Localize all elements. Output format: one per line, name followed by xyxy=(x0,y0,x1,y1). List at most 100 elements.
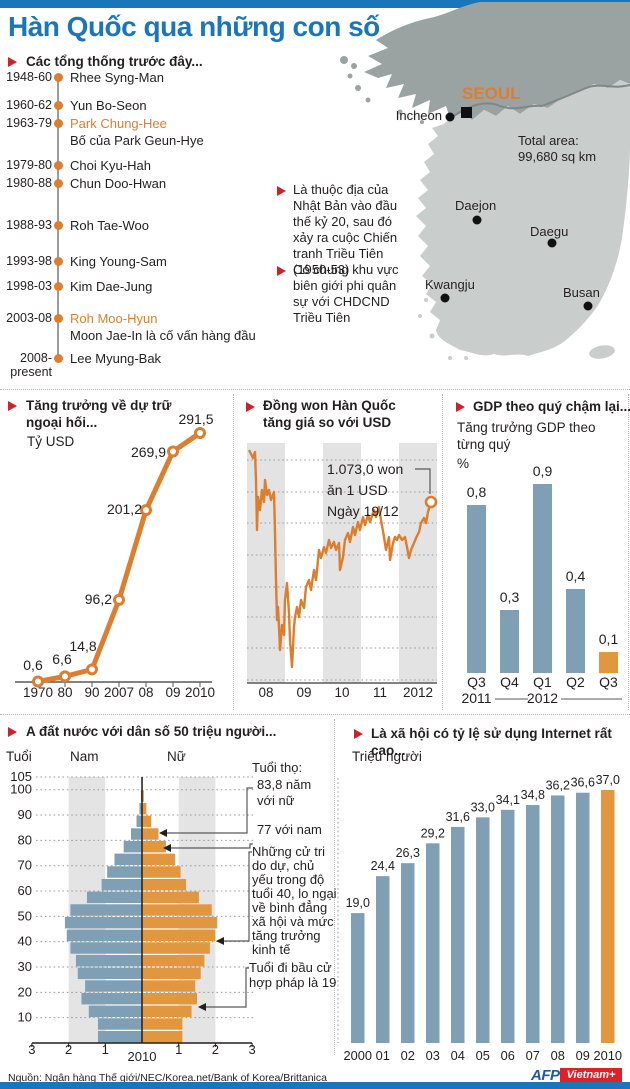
island xyxy=(347,73,353,79)
pyramid-bar-male xyxy=(88,1005,142,1018)
age-tick-label: 30 xyxy=(18,959,32,974)
fact-bullet-icon xyxy=(277,186,286,196)
pyramid-bar-male xyxy=(139,802,142,815)
annotation-connector xyxy=(415,468,431,494)
x-tick-label: 08 xyxy=(138,685,153,700)
pyramid-bar-male xyxy=(136,815,142,828)
president-years: 2003-08 xyxy=(6,311,52,325)
fact-bullet-icon xyxy=(277,266,286,276)
president-note: Bố của Park Geun-Hye xyxy=(70,133,204,148)
x-tick-label: 02 xyxy=(401,1048,415,1063)
president-name: Rhee Syng-Man xyxy=(70,70,164,85)
x-tick-label: Q4 xyxy=(500,674,519,690)
city-dot-icon xyxy=(472,215,482,225)
voting-age-annotation: Tuổi đi bầu cử hợp pháp là 19 xyxy=(249,960,337,990)
dmz-border-line xyxy=(447,84,630,121)
map-fact-1: Là thuộc địa của Nhật Bản vào đầu thế kỷ… xyxy=(293,182,398,277)
value-label: 34,8 xyxy=(521,788,545,802)
south-korea-shape xyxy=(416,80,630,356)
value-label: 19,0 xyxy=(346,896,370,910)
president-name: Choi Kyu-Hah xyxy=(70,158,151,173)
pyramid-bar-female xyxy=(142,853,176,866)
x-tick-label: 04 xyxy=(451,1048,465,1063)
divider xyxy=(233,394,234,710)
x-tick-label: 01 xyxy=(376,1048,390,1063)
pyramid-bar-female xyxy=(142,1005,192,1018)
internet-bar xyxy=(376,876,390,1043)
pyramid-bar-male xyxy=(101,878,142,891)
x-tick-label: Q3 xyxy=(599,674,618,690)
section-bullet-icon xyxy=(8,727,17,737)
x-tick-label: 2007 xyxy=(104,685,134,700)
pyramid-bar-female xyxy=(142,815,152,828)
reserves-line-chart: 1970 80 90 2007 08 09 2010 0,6 6,614,8 96,2 201,2 2… xyxy=(15,411,215,700)
life-expectancy-title: Tuổi thọ: xyxy=(252,760,303,775)
president-name: Roh Tae-Woo xyxy=(70,218,150,233)
x-tick-label: 1970 xyxy=(23,685,53,700)
island xyxy=(418,314,422,318)
arrowhead-icon xyxy=(163,844,171,852)
divider xyxy=(628,394,629,710)
city-dot-icon xyxy=(445,112,455,122)
life-expectancy-female: 83,8 năm với nữ xyxy=(257,777,312,808)
age-tick-label: 50 xyxy=(18,908,32,923)
age-tick-label: 105 xyxy=(10,769,32,784)
pyramid-year-label: 2010 xyxy=(128,1049,157,1064)
won-annotation-line2: ăn 1 USD xyxy=(327,482,388,498)
data-point xyxy=(167,445,179,458)
pyramid-bar-male xyxy=(77,967,142,980)
pyramid-bar-female xyxy=(142,904,212,916)
internet-bar-chart: 19,0 2000 24,4 01 26,3 02 29,2 03 31,6 04 33,0 05 34… xyxy=(337,773,622,1063)
president-years: 1963-79 xyxy=(6,116,52,130)
internet-unit: Triệu người xyxy=(352,749,422,764)
korea-map-svg xyxy=(340,2,630,360)
internet-bar xyxy=(526,805,540,1043)
timeline-dot-icon xyxy=(53,282,63,291)
x-tick-label: 2010 xyxy=(185,685,215,700)
pyramid-bar-female xyxy=(142,866,181,878)
life-expectancy-male: 77 với nam xyxy=(257,822,322,837)
internet-bar xyxy=(576,792,590,1043)
age-tick-label: 80 xyxy=(18,832,32,847)
president-name: Roh Moo-Hyun xyxy=(70,311,158,326)
timeline-dot-icon xyxy=(53,257,63,266)
age-tick-label: 40 xyxy=(18,934,32,949)
divider xyxy=(0,389,630,390)
reserves-title: Tăng trưởng về dự trữ ngoại hối... xyxy=(26,398,172,430)
pyramid-bar-male xyxy=(114,853,142,866)
value-label: 0,3 xyxy=(500,589,520,605)
pyramid-bar-female xyxy=(142,828,159,840)
timeline-dot-icon xyxy=(53,101,63,110)
map-label-seoul: SEOUL xyxy=(462,84,521,103)
president-years: present xyxy=(10,365,52,379)
year-band xyxy=(399,443,437,683)
island xyxy=(424,298,428,302)
divider xyxy=(442,394,443,710)
pyramid-bar-male xyxy=(70,942,142,954)
gdp-bar xyxy=(566,589,585,673)
gdp-bar xyxy=(599,652,618,673)
value-label: 0,4 xyxy=(566,568,586,584)
afp-logo: AFP xyxy=(531,1067,560,1084)
internet-bar xyxy=(501,809,515,1043)
year-label: 2011 xyxy=(461,690,491,706)
x-tick-label: 1 xyxy=(175,1042,182,1057)
won-title: Đồng won Hàn Quốc tăng giá so với USD xyxy=(263,398,396,430)
arrowhead-icon xyxy=(159,829,167,837)
x-tick-label: 11 xyxy=(373,685,387,700)
data-point xyxy=(32,675,44,688)
korea-map: SEOUL Total area: 99,680 sq km Incheon Da… xyxy=(280,0,630,390)
map-fact-2: Có chung khu vực biên giới phi quân sự v… xyxy=(293,262,399,325)
president-name: Lee Myung-Bak xyxy=(70,351,162,366)
reserves-unit: Tỷ USD xyxy=(27,434,75,449)
internet-bar xyxy=(451,826,465,1043)
president-years: 1998-03 xyxy=(6,279,52,293)
pyramid-bar-male xyxy=(64,916,142,929)
x-tick-label: 1 xyxy=(102,1042,109,1057)
x-tick-label: 2000 xyxy=(344,1048,372,1063)
data-point xyxy=(59,670,71,683)
pyramid-bar-male xyxy=(97,1018,142,1030)
x-tick-label: 08 xyxy=(551,1048,565,1063)
president-years: 1979-80 xyxy=(6,158,52,172)
value-label: 26,3 xyxy=(396,846,420,860)
